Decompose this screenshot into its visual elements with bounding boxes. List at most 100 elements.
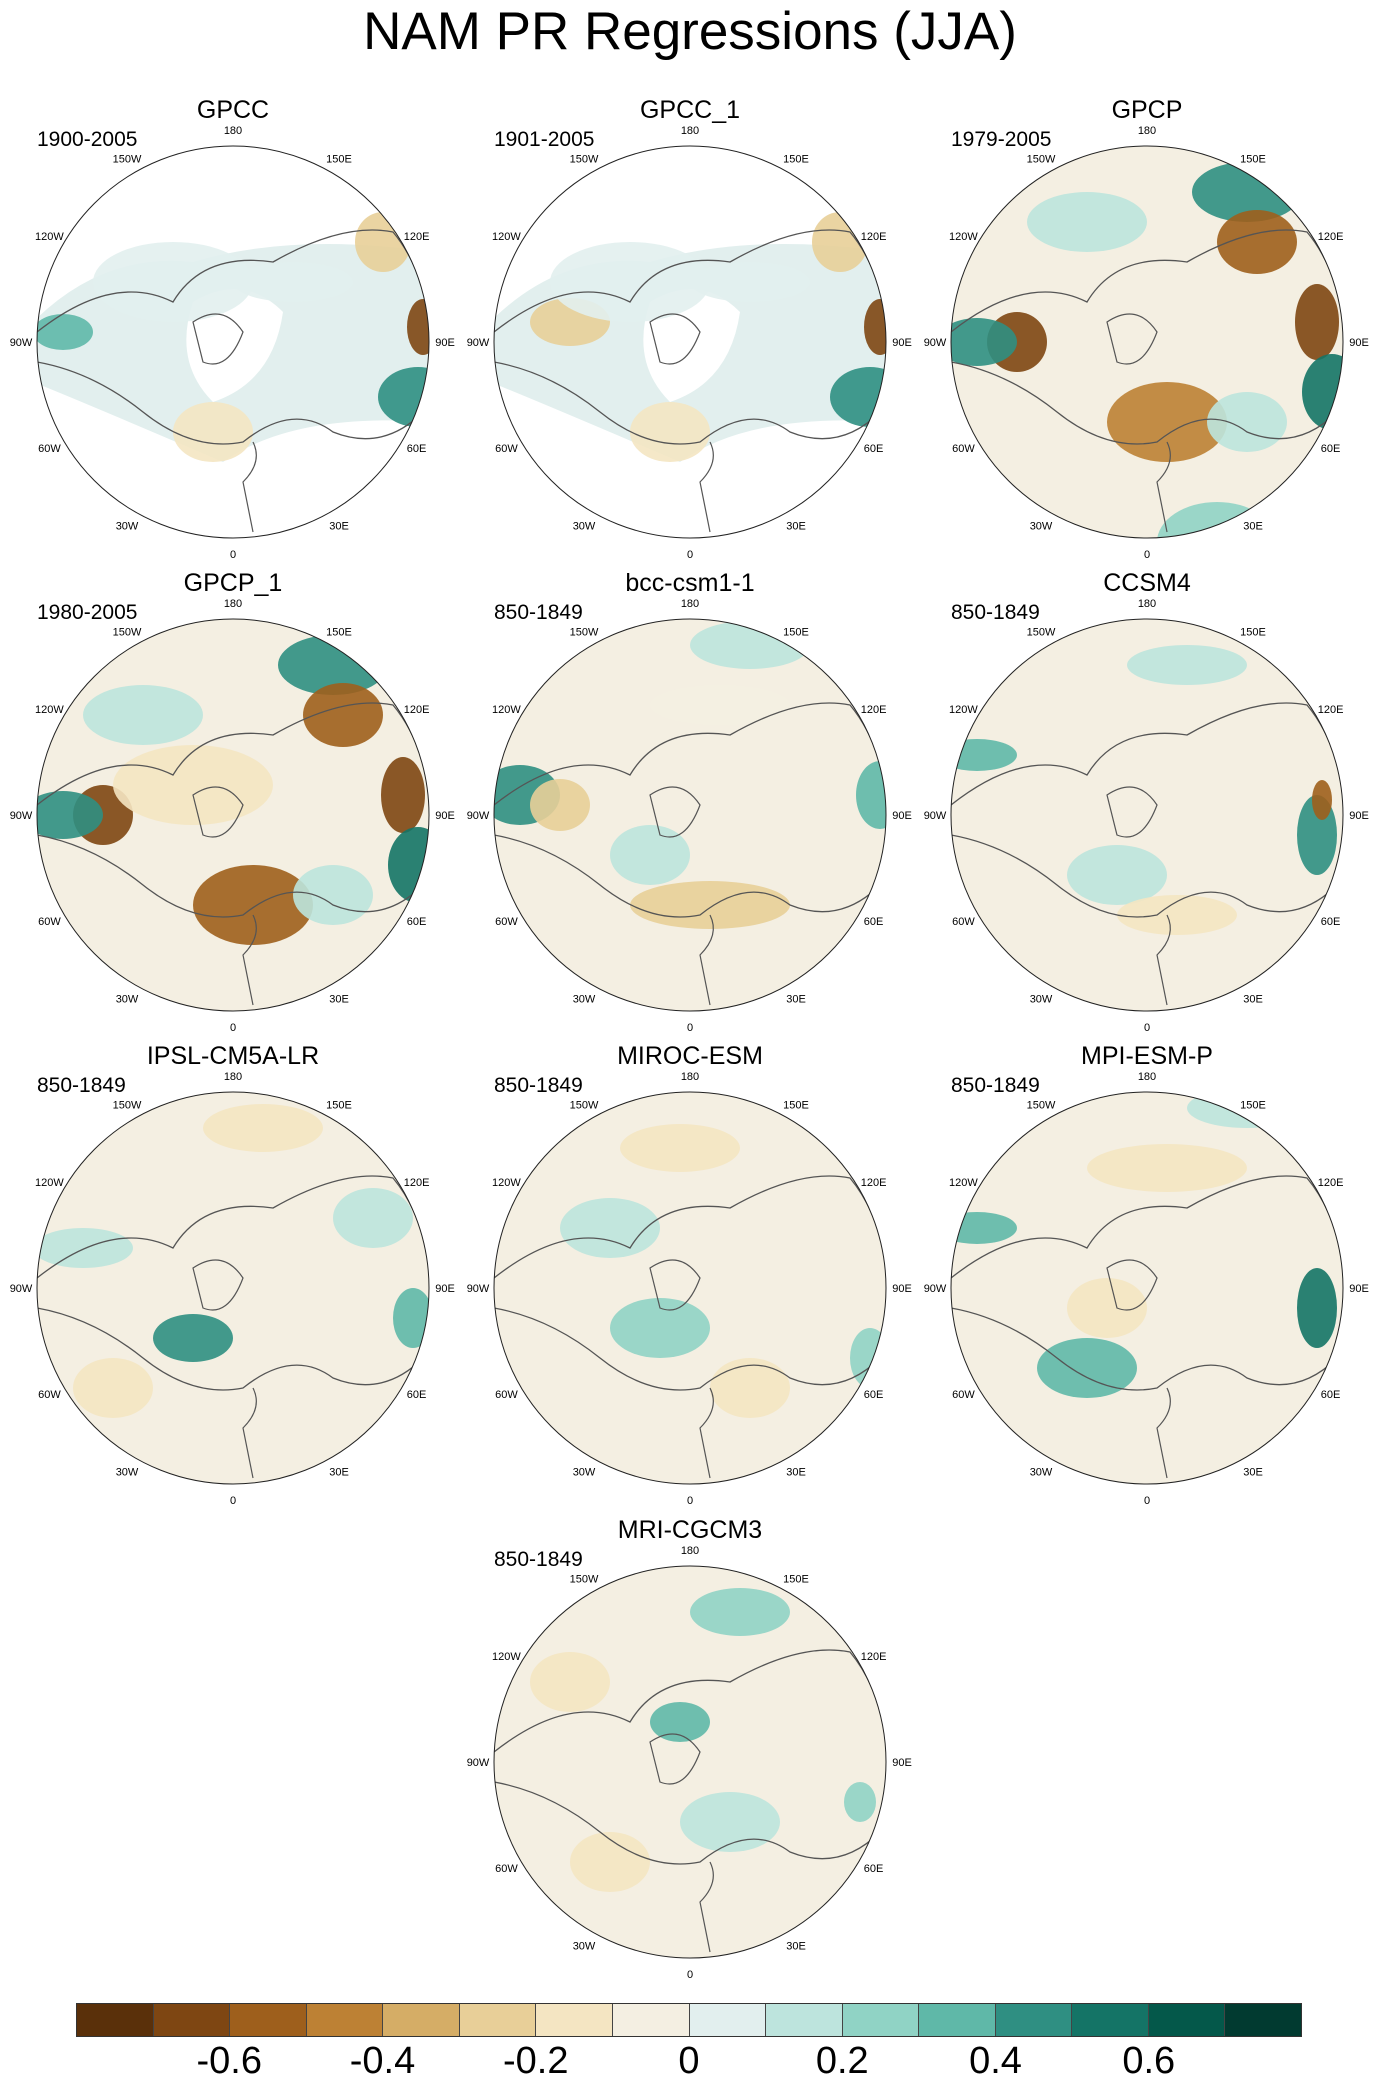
longitude-label: 30W: [116, 1467, 139, 1479]
longitude-label: 120W: [949, 1177, 978, 1189]
map-border: [36, 618, 430, 1012]
longitude-label: 180: [681, 1545, 699, 1557]
anomaly-blob: [1037, 1338, 1137, 1398]
anomaly-blob: [856, 761, 886, 829]
longitude-label: 60E: [1321, 1389, 1341, 1401]
anomaly-blob: [630, 881, 790, 929]
longitude-label: 180: [224, 125, 242, 137]
coastline: [242, 1387, 257, 1479]
anomaly-blob: [710, 1358, 790, 1418]
panel-period: 850-1849: [951, 1074, 1040, 1097]
colorbar: [76, 2003, 1302, 2037]
anomaly-blob: [650, 1702, 710, 1742]
longitude-label: 60W: [495, 916, 518, 928]
panel-title: GPCC_1: [640, 96, 740, 124]
anomaly-blob: [830, 367, 886, 427]
longitude-label: 60E: [864, 1863, 884, 1875]
longitude-label: 0: [687, 549, 693, 561]
colorbar-tick-label: -0.4: [349, 2040, 416, 2082]
map-disc: [494, 619, 886, 1011]
longitude-label: 120W: [35, 704, 64, 716]
coastline: [37, 1307, 424, 1391]
coastline: [951, 1175, 1343, 1279]
anomaly-blob: [550, 242, 710, 322]
panel-title: MIROC-ESM: [617, 1042, 763, 1070]
anomaly-blob: [530, 1652, 610, 1712]
no-data-area: [643, 289, 740, 402]
longitude-label: 30E: [1243, 1467, 1263, 1479]
coastline: [37, 702, 429, 806]
longitude-label: 30E: [786, 521, 806, 533]
map-border: [493, 1565, 887, 1959]
map-panel: 180 150E 120E 90E 60E 30E 0 30W 60W 90W 120W 150W CC…: [924, 569, 1369, 1034]
colorbar-swatch: [383, 2004, 460, 2036]
coastline: [1106, 786, 1158, 838]
longitude-label: 60W: [495, 443, 518, 455]
longitude-label: 120W: [35, 1177, 64, 1189]
longitude-label: 90W: [467, 1283, 490, 1295]
coastline: [649, 1259, 701, 1311]
anomaly-blob: [570, 1832, 650, 1892]
longitude-label: 60E: [1321, 443, 1341, 455]
colorbar-swatch: [77, 2004, 154, 2036]
longitude-label: 30W: [116, 994, 139, 1006]
panel-period: 1901-2005: [494, 128, 594, 151]
longitude-label: 120E: [861, 1177, 887, 1189]
coastline: [649, 313, 701, 365]
coastline: [699, 441, 714, 533]
panel-title: bcc-csm1-1: [625, 569, 754, 597]
longitude-label: 120E: [861, 704, 887, 716]
longitude-label: 90E: [892, 1757, 912, 1769]
anomaly-blob: [93, 242, 253, 322]
longitude-label: 0: [687, 1022, 693, 1034]
anomaly-blob: [303, 683, 383, 747]
panel-period: 1900-2005: [37, 128, 137, 151]
longitude-label: 90E: [1349, 1283, 1369, 1295]
coastline: [1156, 914, 1171, 1006]
panel-title: CCSM4: [1103, 569, 1191, 597]
longitude-label: 120E: [404, 231, 430, 243]
longitude-label: 120W: [492, 231, 521, 243]
anomaly-blob: [1302, 354, 1343, 430]
anomaly-blob: [690, 262, 810, 302]
longitude-label: 180: [224, 598, 242, 610]
coastline: [494, 834, 881, 918]
colorbar-swatch: [1148, 2004, 1226, 2036]
coastline: [494, 229, 886, 333]
colorbar-swatch: [612, 2004, 690, 2036]
longitude-label: 60E: [407, 916, 427, 928]
longitude-label: 150E: [783, 1573, 809, 1585]
anomaly-blob: [630, 402, 710, 462]
colorbar-tick-label: -0.6: [196, 2040, 262, 2082]
longitude-label: 90W: [10, 337, 33, 349]
longitude-label: 60E: [864, 1389, 884, 1401]
anomaly-blob: [333, 1188, 413, 1248]
longitude-label: 60W: [38, 1389, 61, 1401]
longitude-label: 120E: [861, 231, 887, 243]
anomaly-blob: [1127, 645, 1247, 685]
longitude-label: 60W: [495, 1863, 518, 1875]
anomaly-blob: [690, 1588, 790, 1636]
coastline: [699, 1861, 714, 1953]
longitude-label: 90E: [435, 1283, 455, 1295]
panel-title: MPI-ESM-P: [1081, 1042, 1213, 1070]
anomaly-blob: [37, 1228, 133, 1268]
colorbar-tick-label: 0: [678, 2040, 700, 2082]
longitude-label: 120E: [861, 1651, 887, 1663]
coastline: [649, 786, 701, 838]
map-border: [36, 1091, 430, 1485]
coastline: [649, 1733, 701, 1785]
longitude-label: 120E: [1318, 231, 1344, 243]
anomaly-blob: [844, 1782, 876, 1822]
coastline: [951, 229, 1343, 333]
panel-title: GPCP: [1112, 96, 1183, 124]
map-panel: 180 150E 120E 90E 60E 30E 0 30W 60W 90W 120W 150W bc…: [467, 569, 912, 1034]
panel-period: 850-1849: [951, 601, 1040, 624]
map-panel: 180 150E 120E 90E 60E 30E 0 30W 60W 90W 120W 150W MI…: [467, 1042, 912, 1507]
longitude-label: 180: [681, 598, 699, 610]
anomaly-blob: [812, 212, 868, 272]
anomaly-blob: [293, 865, 373, 925]
anomaly-blob: [1027, 192, 1147, 252]
longitude-label: 90E: [892, 1283, 912, 1295]
no-data-area: [186, 289, 283, 402]
